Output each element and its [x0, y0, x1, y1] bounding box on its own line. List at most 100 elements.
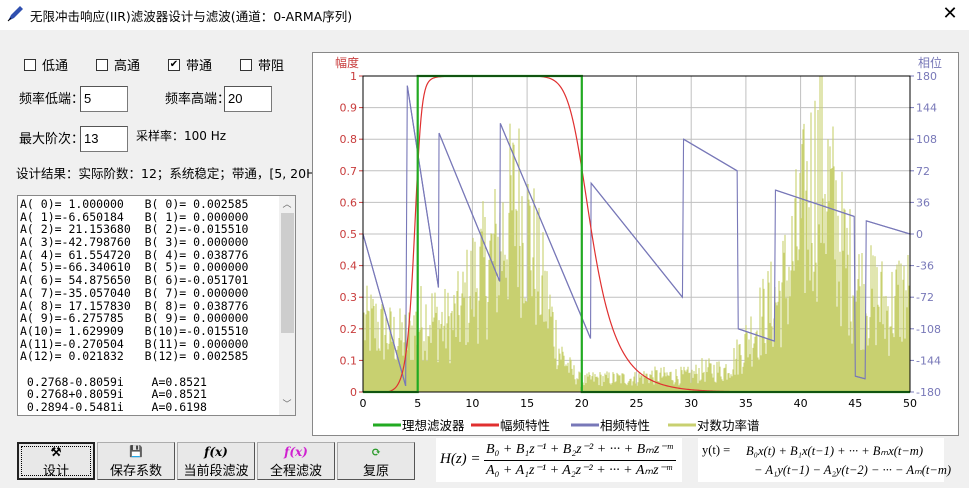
x-tick-label: 5: [414, 397, 421, 410]
checkbox-label: 带阻: [258, 59, 285, 74]
checkbox-box[interactable]: [96, 58, 108, 71]
formula-line1: B₀x(t) + B₁x(t−1) + ··· + Bₘx(t−m): [746, 444, 924, 458]
x-tick-label: 50: [903, 397, 917, 410]
checkbox-bandpass[interactable]: ✔ 带通: [168, 55, 212, 74]
x-tick-label: 25: [630, 397, 644, 410]
formula-lhs: H(z) =: [440, 451, 481, 467]
max-order-label: 最大阶次：: [19, 132, 85, 147]
list-item: A( 4)= 61.554720 B( 4)= 0.038776: [20, 247, 249, 262]
button-label: 当前段滤波: [183, 463, 249, 479]
checkbox-box[interactable]: [24, 58, 36, 71]
design-button[interactable]: ⚒ 设计: [17, 442, 95, 480]
close-button[interactable]: ✕: [942, 3, 958, 24]
filter-current-segment-button[interactable]: f(x) 当前段滤波: [177, 442, 255, 480]
low-freq-input[interactable]: 5: [80, 86, 128, 112]
max-order-input[interactable]: 13: [80, 126, 128, 152]
right-y-tick-label: 36: [916, 196, 930, 209]
left-y-tick-label: 0.9: [340, 102, 358, 115]
right-y-tick-label: 0: [916, 228, 923, 241]
list-item: 0.2768+0.8059i A=0.8521: [20, 387, 207, 402]
x-tick-label: 30: [684, 397, 698, 410]
button-label: 保存系数: [109, 463, 162, 479]
right-y-tick-label: 72: [916, 165, 930, 178]
plot-frame: [362, 75, 911, 393]
left-y-tick-label: 0.2: [340, 323, 358, 336]
legend-label: 理想滤波器: [402, 418, 465, 433]
list-item: A( 1)=-6.650184 B( 1)= 0.000000: [20, 209, 249, 224]
left-y-tick-label: 0.5: [340, 228, 358, 241]
button-label: 复原: [362, 463, 389, 479]
scroll-thumb[interactable]: [281, 213, 294, 333]
right-y-tick-label: -108: [916, 323, 941, 336]
button-label: 设计: [42, 463, 69, 479]
filter-all-button[interactable]: f(x) 全程滤波: [257, 442, 335, 480]
list-item: A(11)=-0.270504 B(11)= 0.000000: [20, 336, 249, 351]
list-item: A(10)= 1.629909 B(10)=-0.015510: [20, 323, 249, 338]
pen-app-icon: [7, 6, 23, 22]
left-y-tick-label: 0.1: [340, 354, 358, 367]
fraction-bar: [484, 460, 676, 461]
checkbox-highpass[interactable]: 高通: [96, 55, 140, 74]
list-item: A( 0)= 1.000000 B( 0)= 0.002585: [20, 197, 249, 211]
x-tick-label: 15: [520, 397, 534, 410]
list-item: A( 2)= 21.153680 B( 2)=-0.015510: [20, 222, 249, 237]
scroll-down-icon[interactable]: ﹀: [282, 400, 292, 411]
save-coefficients-button[interactable]: 💾 保存系数: [97, 442, 175, 480]
right-y-tick-label: 144: [916, 102, 937, 115]
transfer-function-formula: H(z) = B₀ + B₁z⁻¹ + B₂z⁻² + ··· + Bₘz⁻ᵐ …: [436, 438, 682, 482]
left-y-tick-label: 0.3: [340, 291, 358, 304]
list-item: 0.2768-0.8059i A=0.8521: [20, 374, 207, 389]
floppy-disk-icon: 💾: [129, 444, 143, 458]
high-freq-label: 频率高端：: [165, 92, 231, 107]
formula-line2: − A₁y(t−1) − A₂y(t−2) − ··· − Aₘ(t−m): [754, 463, 952, 477]
button-label: 全程滤波: [269, 463, 322, 479]
scroll-up-icon[interactable]: ︿: [282, 200, 292, 210]
scrollbar[interactable]: ︿ ﹀: [279, 196, 295, 415]
list-item: A( 6)= 54.875650 B( 6)=-0.051701: [20, 273, 249, 288]
x-tick-label: 40: [794, 397, 808, 410]
legend-label: 对数功率谱: [697, 418, 760, 433]
right-axis-label: 相位: [918, 55, 942, 70]
formula-denominator: A₀ + A₁z⁻¹ + A₂z⁻² + ··· + Aₘz⁻ᵐ: [486, 463, 672, 478]
formula-lhs: y(t) =: [702, 443, 731, 457]
right-y-tick-label: -180: [916, 386, 941, 399]
checkbox-label: 低通: [42, 59, 69, 74]
difference-equation-formula: y(t) = B₀x(t) + B₁x(t−1) + ··· + Bₘx(t−m…: [698, 438, 951, 482]
checkbox-label: 高通: [114, 59, 141, 74]
right-y-tick-label: -144: [916, 354, 941, 367]
function-icon: f(x): [284, 444, 308, 459]
right-y-tick-label: -36: [916, 260, 934, 273]
left-axis-label: 幅度: [335, 55, 359, 70]
list-item: 0.2894-0.5481i A=0.6198: [20, 400, 207, 414]
left-y-tick-label: 0: [350, 386, 357, 399]
restore-button[interactable]: ⟳ 复原: [337, 442, 415, 480]
checkmark-icon[interactable]: ✔: [168, 58, 180, 71]
x-tick-label: 45: [848, 397, 862, 410]
hammer-icon: ⚒: [50, 444, 62, 459]
frequency-response-chart: 0 5 10 15 20 25 30 35 40 45 5000.10.20.30.40.50.60…: [335, 55, 942, 433]
left-y-tick-label: 0.4: [340, 260, 358, 273]
low-freq-label: 频率低端：: [19, 92, 85, 107]
formula-numerator: B₀ + B₁z⁻¹ + B₂z⁻² + ··· + Bₘz⁻ᵐ: [486, 442, 673, 457]
legend-label: 幅频特性: [500, 418, 550, 433]
function-icon: f(x): [204, 444, 228, 459]
x-tick-label: 35: [739, 397, 753, 410]
coefficient-list[interactable]: A( 0)= 1.000000 B( 0)= 0.002585 A( 1)=-6.…: [17, 195, 296, 416]
x-tick-label: 0: [360, 397, 367, 410]
list-item: A( 3)=-42.798760 B( 3)= 0.000000: [20, 235, 249, 250]
left-y-tick-label: 0.6: [340, 196, 358, 209]
list-item: A( 7)=-35.057040 B( 7)= 0.000000: [20, 285, 249, 300]
title-bar: 无限冲击响应(IIR)滤波器设计与滤波(通道：0-ARMA序列) ✕: [0, 0, 969, 30]
right-y-tick-label: -72: [916, 291, 934, 304]
chart-panel: 0 5 10 15 20 25 30 35 40 45 50 0 0.1 0.2 0.3 0.4 0.5 0.6 0…: [312, 52, 959, 436]
phase-line: [362, 85, 911, 387]
refresh-icon: ⟳: [370, 444, 382, 459]
list-item: A( 5)=-66.340610 B( 5)= 0.000000: [20, 260, 249, 275]
checkbox-lowpass[interactable]: 低通: [24, 55, 68, 74]
right-y-tick-label: 108: [916, 133, 937, 146]
sample-rate-text: 采样率：100 Hz: [136, 129, 227, 143]
checkbox-bandstop[interactable]: 带阻: [240, 55, 284, 74]
checkbox-box[interactable]: [240, 58, 252, 71]
high-freq-input[interactable]: 20: [224, 86, 272, 112]
list-item: [20, 363, 295, 376]
